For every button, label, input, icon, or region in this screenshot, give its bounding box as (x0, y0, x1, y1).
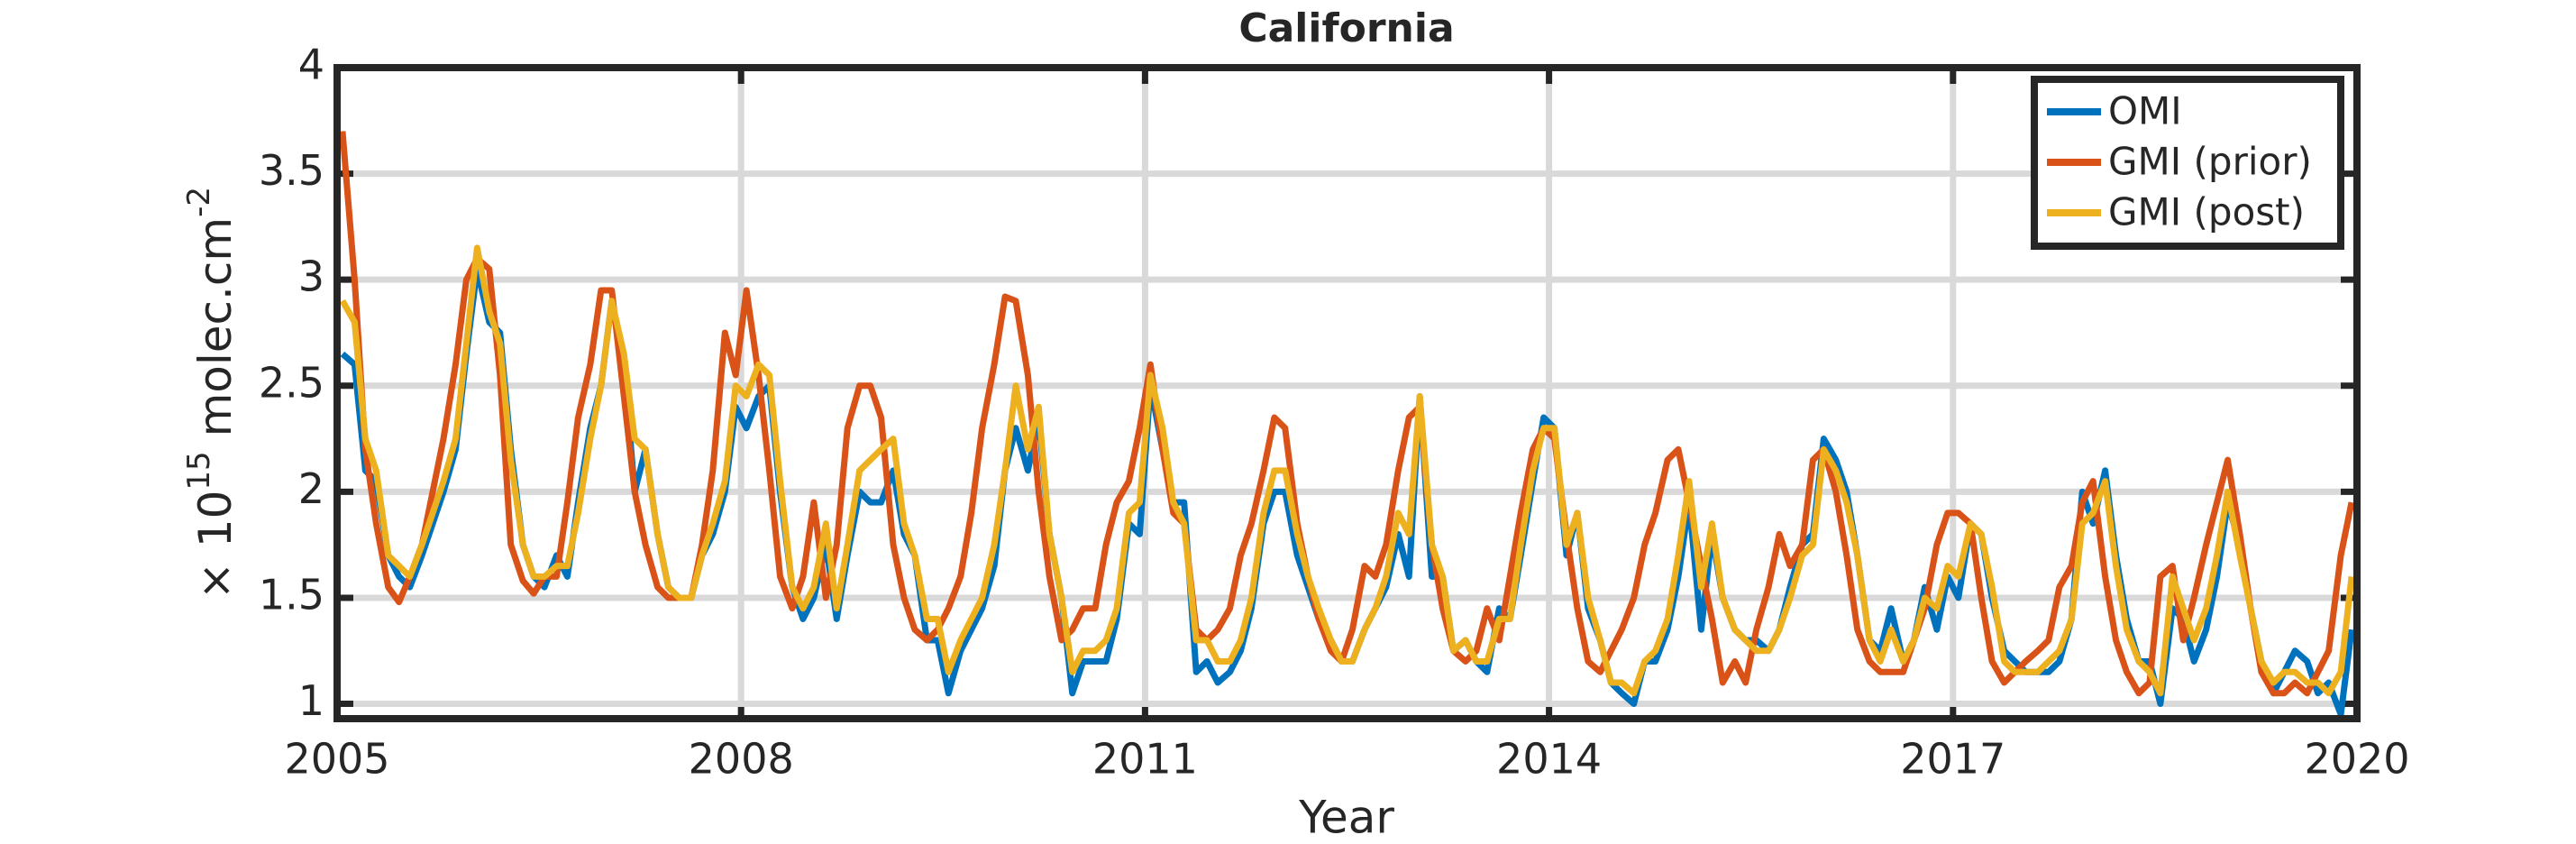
legend-label: GMI (prior) (2108, 140, 2312, 184)
chart-title: California (1238, 5, 1454, 51)
x-tick-label: 2014 (1496, 735, 1602, 784)
y-tick-label: 4 (298, 41, 324, 89)
y-label-part: × 10 (189, 491, 242, 600)
y-label-part: molec.cm (189, 217, 242, 451)
legend-label: GMI (post) (2108, 190, 2305, 234)
x-tick-label: 2017 (1900, 735, 2005, 784)
plot-frame (333, 64, 2361, 722)
x-tick-label: 2005 (284, 735, 389, 784)
y-tick-label: 2.5 (259, 358, 324, 407)
y-axis-label: × 1015 molec.cm-2 (181, 187, 242, 600)
x-tick-label: 2020 (2304, 735, 2409, 784)
y-tick-label: 1.5 (259, 570, 324, 619)
y-tick-label: 3 (298, 252, 324, 301)
y-tick-label: 3.5 (259, 146, 324, 195)
x-axis-label: Year (1298, 792, 1394, 844)
y-label-exponent: -2 (181, 187, 217, 217)
y-label-exponent: 15 (181, 451, 217, 490)
y-tick-label: 1 (298, 676, 324, 725)
x-tick-label: 2008 (689, 735, 794, 784)
y-tick-label: 2 (298, 464, 324, 513)
data-line (339, 244, 2355, 697)
legend-label: OMI (2108, 89, 2182, 133)
x-tick-label: 2011 (1092, 735, 1198, 784)
